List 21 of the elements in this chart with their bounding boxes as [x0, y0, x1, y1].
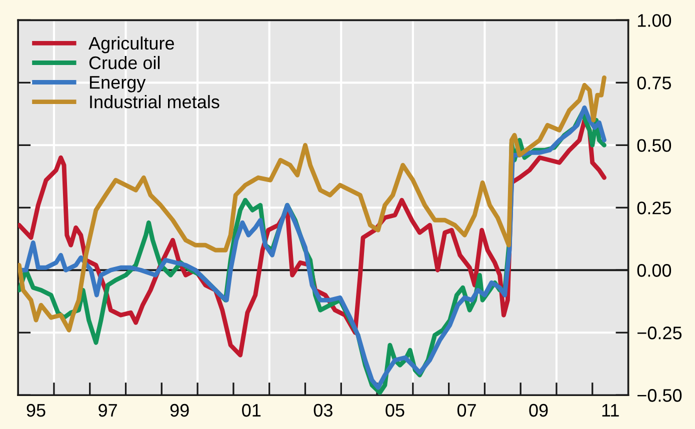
legend-label: Energy — [90, 76, 146, 92]
legend-label: Industrial metals — [90, 95, 220, 108]
y-tick-label: 0.75 — [637, 76, 671, 90]
x-tick-label: 97 — [98, 404, 117, 417]
x-tick-label: 07 — [457, 404, 476, 417]
x-tick-label: 05 — [386, 404, 404, 417]
x-tick-label: 95 — [26, 404, 46, 417]
x-tick-label: 01 — [242, 404, 261, 417]
y-tick-label: 0.25 — [637, 202, 671, 214]
line-series — [18, 75, 606, 332]
y-tick-label: 0.50 — [637, 139, 672, 152]
x-tick-label: 09 — [529, 404, 548, 417]
y-tick-label: −0.50 — [638, 389, 682, 402]
y-tick-label: −0.25 — [638, 326, 682, 340]
x-tick-label: 11 — [602, 404, 619, 417]
y-tick-label: 1.00 — [638, 14, 672, 27]
y-tick-label: 0.00 — [637, 264, 672, 277]
x-tick-label: 03 — [314, 404, 332, 417]
x-tick-label: 99 — [170, 404, 189, 417]
legend-label: Crude oil — [89, 56, 160, 70]
legend-label: Agriculture — [88, 36, 174, 54]
